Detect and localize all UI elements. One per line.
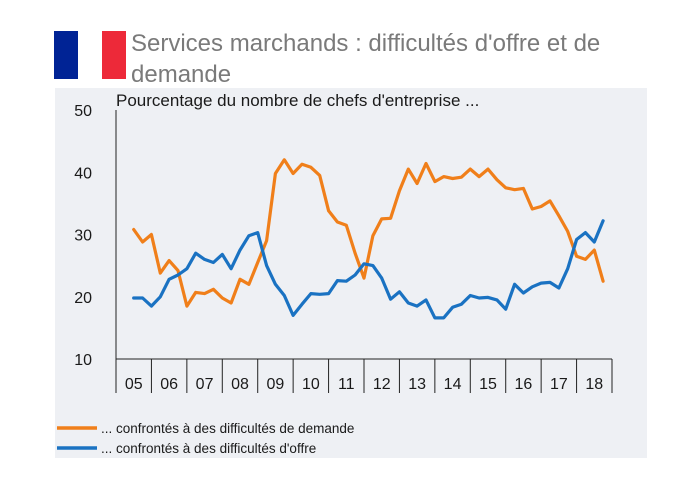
x-tick-label: 08 (231, 376, 249, 393)
x-tick-label: 12 (373, 376, 391, 393)
legend-label: ... confrontés à des difficultés de dema… (101, 421, 354, 436)
x-tick-label: 15 (479, 376, 497, 393)
x-tick-label: 05 (125, 376, 143, 393)
legend-label: ... confrontés à des difficultés d'offre (101, 441, 316, 456)
series-line-offre (132, 219, 605, 320)
y-tick-label: 20 (74, 290, 92, 307)
page-title: Services marchands : difficultés d'offre… (131, 30, 601, 88)
y-tick-label: 40 (74, 165, 92, 182)
y-tick-label: 10 (74, 352, 92, 369)
series-line-demande (132, 158, 605, 308)
chart-panel (55, 88, 647, 458)
x-tick-label: 14 (444, 376, 462, 393)
y-tick-label: 50 (74, 103, 92, 120)
french-flag-icon (54, 31, 126, 79)
x-tick-label: 18 (585, 376, 603, 393)
chart-title: Pourcentage du nombre de chefs d'entrepr… (116, 91, 479, 110)
y-tick-label: 30 (74, 228, 92, 245)
x-tick-label: 13 (408, 376, 426, 393)
flag-blue-stripe (54, 31, 78, 79)
x-tick-label: 11 (338, 376, 355, 393)
x-tick-label: 10 (302, 376, 320, 393)
x-tick-label: 17 (550, 376, 568, 393)
x-tick-label: 07 (196, 376, 214, 393)
x-tick-label: 09 (267, 376, 285, 393)
x-tick-label: 06 (160, 376, 178, 393)
flag-red-stripe (102, 31, 126, 79)
flag-white-stripe (78, 31, 102, 79)
x-tick-label: 16 (515, 376, 533, 393)
